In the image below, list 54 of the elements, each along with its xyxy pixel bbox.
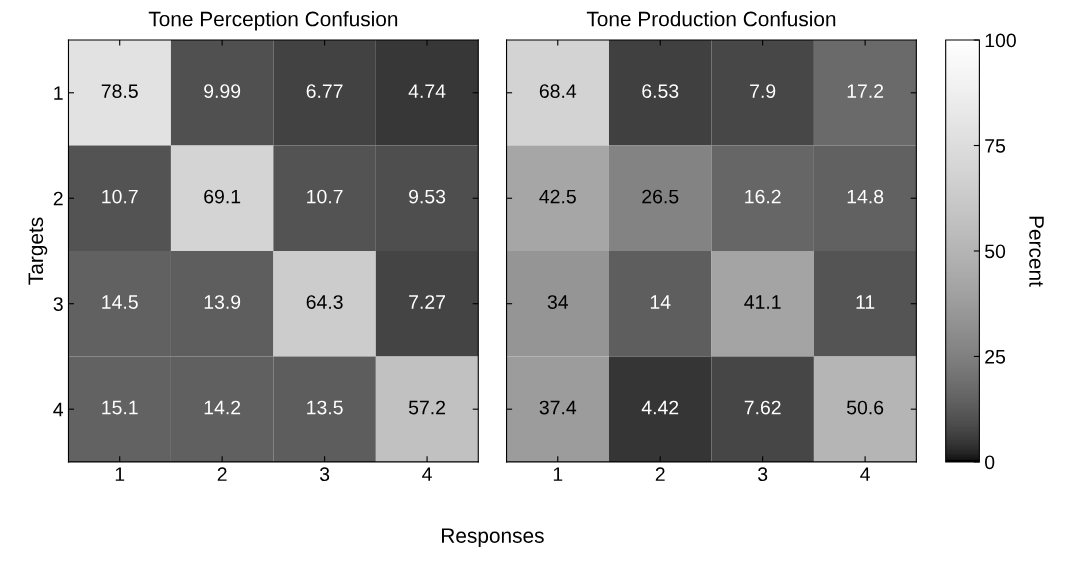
data-label: 13.9 [204,295,241,309]
data-label: 37.4 [539,400,577,415]
x-tick-label: 2 [655,467,665,481]
data-label: 17.2 [847,84,884,98]
data-label: 69.1 [204,189,241,204]
color-bar-label: 50 [985,244,1006,259]
data-label: 11 [856,295,875,309]
color-bar-label: 25 [985,349,1006,364]
data-label: 9.53 [409,189,446,204]
x-tick-label: 4 [860,467,870,481]
x-tick-label: 4 [422,467,432,481]
data-label: 7.27 [409,295,445,309]
y-axis-title: Targets [28,217,48,285]
data-label: 42.5 [539,189,576,204]
y-tick-label: 4 [53,402,64,417]
data-label: 7.9 [750,84,776,98]
data-label: 16.2 [745,189,781,204]
x-tick-label: 1 [553,467,563,481]
data-label: 57.2 [408,400,445,415]
data-label: 78.5 [101,84,138,98]
data-label: 10.7 [307,189,343,204]
y-tick-label: 1 [54,86,63,100]
data-label: 6.77 [306,84,343,98]
y-tick-label: 2 [53,191,63,206]
data-label: 34 [547,295,569,309]
x-axis-title: Responses [442,528,544,548]
chart-title: Tone Perception Confusion [148,11,398,31]
data-label: 7.62 [744,400,781,415]
chart-title: Tone Production Confusion [586,11,836,27]
data-label: 6.53 [642,84,679,98]
data-label: 13.5 [307,400,343,415]
color-bar-title: Percent [1029,216,1044,287]
color-bar-label: 75 [985,139,1006,153]
data-label: 4.74 [408,84,446,98]
data-label: 4.42 [641,400,679,415]
y-tick-label: 3 [53,297,63,311]
color-bar-label: 0 [985,455,995,470]
data-label: 41.1 [744,295,781,309]
x-tick-label: 3 [319,467,330,482]
data-label: 9.99 [204,84,241,98]
data-label: 14.2 [204,400,241,415]
data-label: 50.6 [846,400,884,415]
color-bar-label: 100 [985,33,1016,48]
data-label: 68.4 [539,84,577,98]
x-tick-label: 2 [217,467,227,481]
data-label: 64.3 [306,295,343,309]
data-label: 14 [650,295,671,309]
data-label: 15.1 [102,400,138,415]
data-label: 14.8 [847,189,884,204]
data-label: 14.5 [102,295,138,309]
x-tick-label: 1 [115,467,125,481]
data-label: 26.5 [642,189,679,204]
data-label: 10.7 [102,189,138,204]
x-tick-label: 3 [758,467,768,482]
